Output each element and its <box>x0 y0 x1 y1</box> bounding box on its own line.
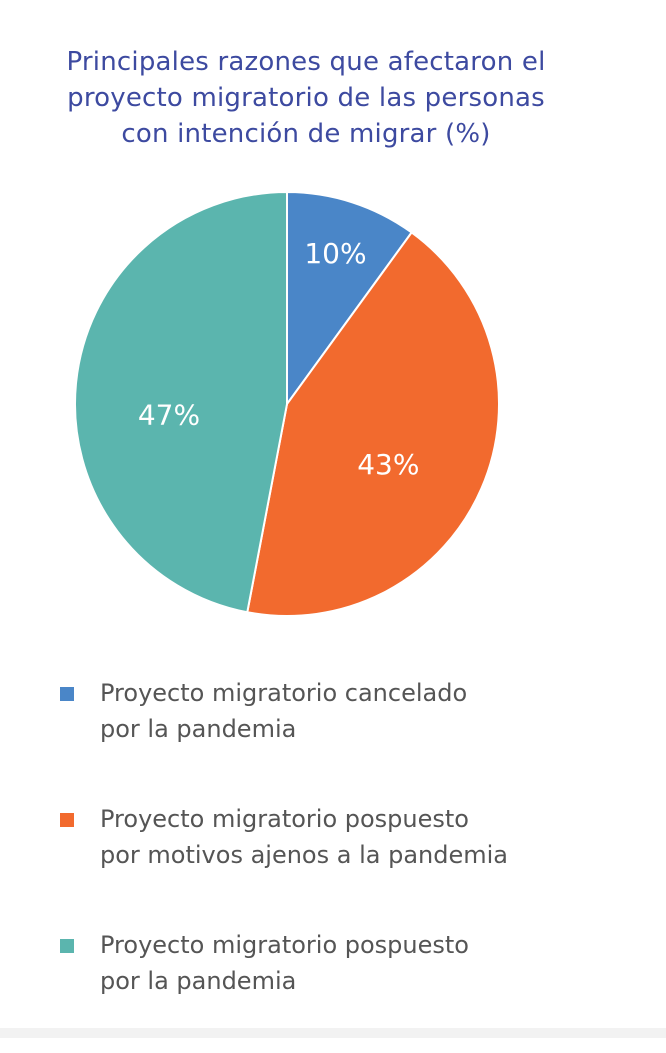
chart-title-line-3: con intención de migrar (%) <box>121 119 491 149</box>
pie-slice-label: 43% <box>357 448 419 481</box>
chart-title-line-2: proyecto migratorio de las personas <box>67 83 545 113</box>
legend-label-line: por la pandemia <box>100 715 297 743</box>
legend-label-line: por motivos ajenos a la pandemia <box>100 841 508 869</box>
legend-label-line: Proyecto migratorio pospuesto <box>100 931 469 959</box>
pie-slice-label: 10% <box>304 237 366 270</box>
chart-title: Principales razones que afectaron el pro… <box>0 44 612 152</box>
legend-label-cancelado: Proyecto migratorio cancelado por la pan… <box>100 675 600 747</box>
legend-label-line: Proyecto migratorio pospuesto <box>100 805 469 833</box>
pie-slice <box>246 231 500 617</box>
legend-swatch-pospuesto-ajenos <box>60 813 74 827</box>
legend-item-pospuesto-pandemia: Proyecto migratorio pospuesto por la pan… <box>58 927 618 1053</box>
legend-label-line: Proyecto migratorio cancelado <box>100 679 468 707</box>
legend-swatch-cancelado <box>60 687 74 701</box>
bottom-divider <box>0 1028 666 1038</box>
pie-slice <box>286 190 414 408</box>
pie-slice-label: 47% <box>138 399 200 432</box>
chart-title-line-1: Principales razones que afectaron el <box>66 47 546 77</box>
pie-slice <box>74 190 288 614</box>
legend-swatch-pospuesto-pandemia <box>60 939 74 953</box>
chart-legend: Proyecto migratorio cancelado por la pan… <box>58 675 618 1053</box>
pie-chart: 10% 43% 47% <box>74 190 500 617</box>
legend-label-line: por la pandemia <box>100 967 297 995</box>
legend-item-pospuesto-ajenos: Proyecto migratorio pospuesto por motivo… <box>58 801 618 927</box>
legend-label-pospuesto-ajenos: Proyecto migratorio pospuesto por motivo… <box>100 801 600 873</box>
legend-label-pospuesto-pandemia: Proyecto migratorio pospuesto por la pan… <box>100 927 600 999</box>
legend-item-cancelado: Proyecto migratorio cancelado por la pan… <box>58 675 618 801</box>
